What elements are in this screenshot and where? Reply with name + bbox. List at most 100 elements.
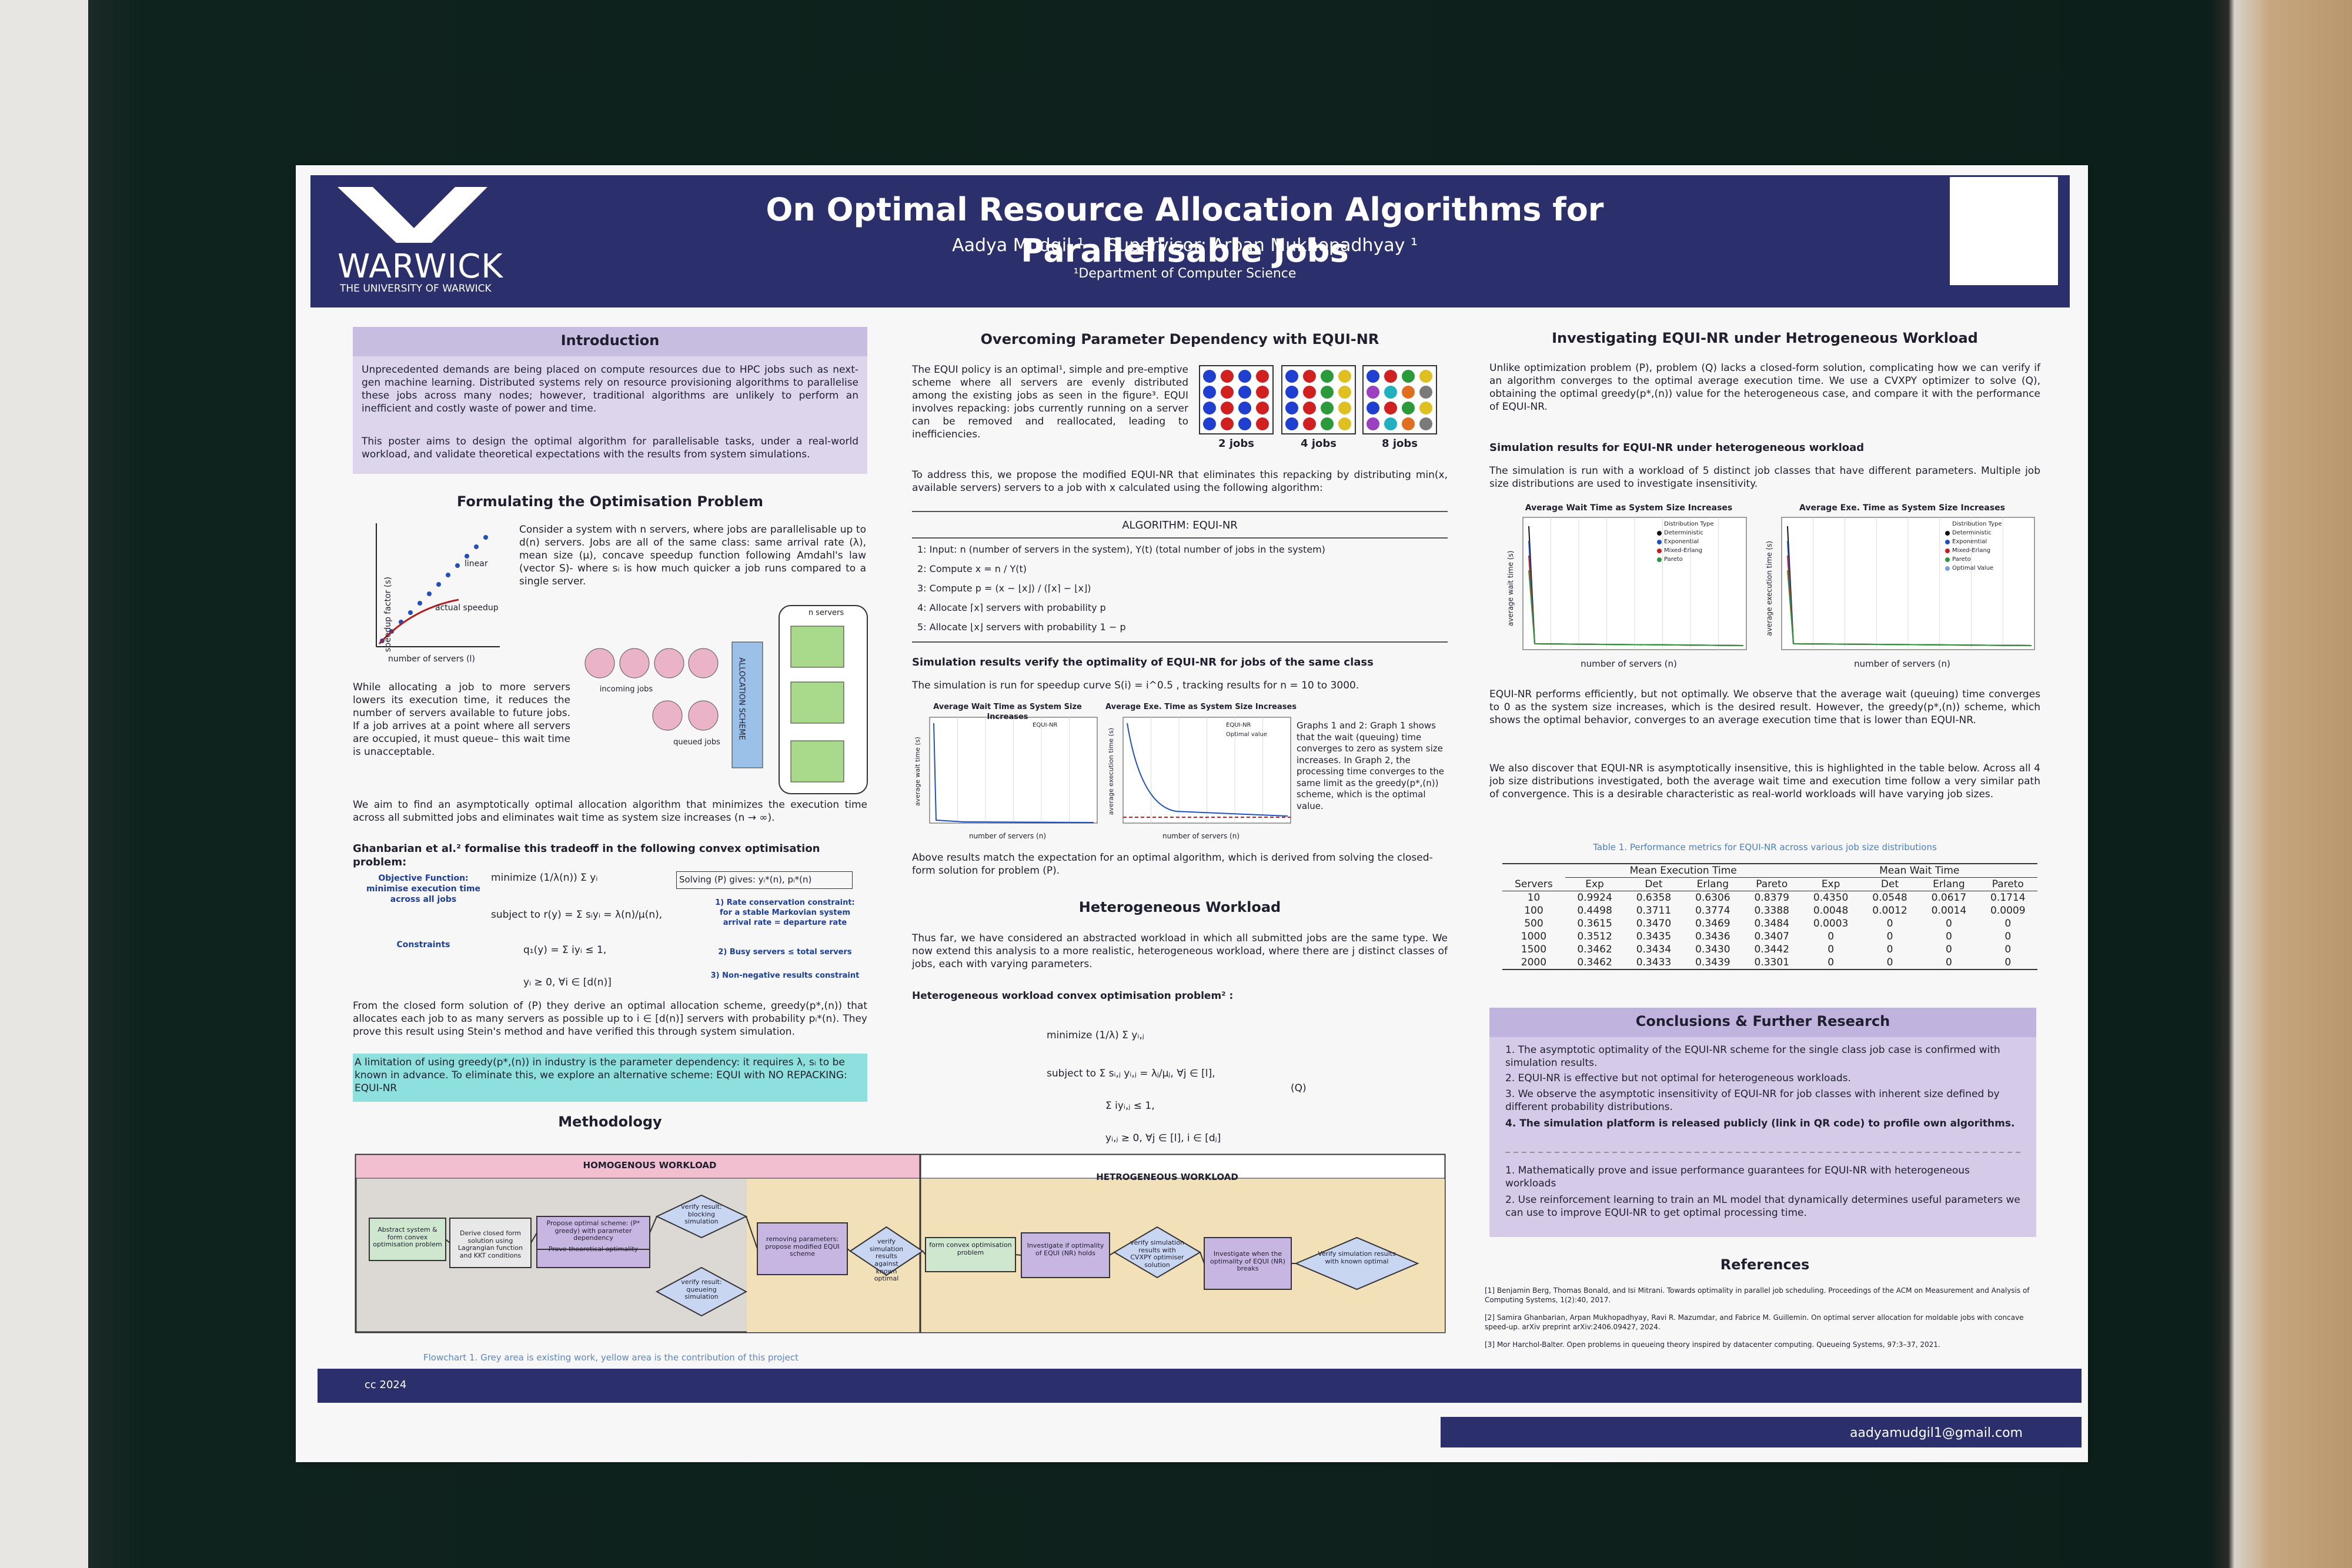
- legend-title: Distribution Type: [1952, 521, 2002, 527]
- server-dot: [1221, 386, 1234, 399]
- algorithm-step: 3: Compute p = (x − ⌊x⌋) / (⌈x⌉ − ⌊x⌋): [917, 583, 1091, 594]
- flow-arrow: [746, 1216, 758, 1249]
- table-cell: Erlang: [1919, 877, 1979, 891]
- table-cell: Servers: [1502, 877, 1565, 891]
- server-dot: [1367, 386, 1379, 399]
- reference: [1] Benjamin Berg, Thomas Bonald, and Is…: [1485, 1286, 2030, 1304]
- table-cell: 0.3711: [1636, 905, 1672, 917]
- equation: (Q): [1291, 1082, 1307, 1094]
- equation: yᵢ ≥ 0, ∀i ∈ [d(n)]: [523, 977, 612, 988]
- legend-entry: Mixed-Erlang: [1664, 547, 1703, 554]
- legend-swatch: [1945, 531, 1950, 536]
- qr-code: [1950, 177, 2058, 285]
- linear-dot: [417, 601, 422, 606]
- linear-dot: [408, 610, 413, 615]
- equation: minimize (1/λ(n)) Σ yᵢ: [491, 872, 598, 884]
- flow-header: [920, 1154, 1445, 1179]
- table-cell: 1500: [1521, 944, 1547, 955]
- table-cell: 0.3774: [1695, 905, 1730, 917]
- graph-label: actual speedup: [435, 603, 499, 613]
- flow-arrow: [445, 1239, 450, 1243]
- server: [790, 681, 844, 724]
- section-heading: References: [1720, 1256, 1810, 1273]
- server-dot: [1338, 402, 1351, 414]
- server-dot: [1303, 402, 1316, 414]
- table-cell: 2000: [1521, 957, 1547, 968]
- chart-title: Average Exe. Time as System Size Increas…: [1799, 503, 2005, 513]
- table-cell: 0: [2004, 957, 2012, 968]
- table-cell: 0.3469: [1695, 918, 1730, 930]
- curve: [1787, 570, 2032, 646]
- flow-arrow: [922, 1251, 926, 1255]
- table-cell: 0.3301: [1754, 957, 1789, 968]
- graph-label: speedup factor (s): [383, 576, 393, 653]
- server-dot: [1221, 417, 1234, 430]
- subheading: Heterogeneous workload convex optimisati…: [912, 990, 1234, 1002]
- figure-label: 4 jobs: [1301, 437, 1337, 450]
- paragraph: The simulation is run for speedup curve …: [912, 680, 1359, 691]
- logo-subtitle: THE UNIVERSITY OF WARWICK: [340, 283, 492, 295]
- server-dot: [1402, 402, 1415, 414]
- job: [652, 700, 683, 731]
- flow-header: [355, 1154, 921, 1179]
- graph-label: linear: [465, 559, 488, 569]
- table-cell: 0.3484: [1754, 918, 1789, 930]
- legend-swatch: [1945, 549, 1950, 553]
- list-item: 2. EQUI-NR is effective but not optimal …: [1505, 1072, 1851, 1084]
- server-dot: [1256, 386, 1269, 399]
- table-cell: 0.0048: [1813, 905, 1849, 917]
- server-dot: [1203, 402, 1216, 414]
- equation-label: Objective Function: minimise execution t…: [366, 874, 481, 905]
- linear-dot: [483, 535, 488, 540]
- paragraph: Consider a system with n servers, where …: [519, 524, 866, 588]
- section-heading: Overcoming Parameter Dependency with EQU…: [980, 331, 1379, 347]
- job: [654, 648, 684, 678]
- linear-dot: [436, 582, 441, 587]
- table-cell: Pareto: [1742, 877, 1802, 891]
- chart-title: Average Exe. Time as System Size Increas…: [1105, 703, 1297, 711]
- table-row: Servers Exp Det Erlang Pareto Exp Det Erlang Par…: [1502, 877, 2037, 891]
- server: [790, 740, 844, 783]
- equation: minimize (1/λ) Σ yᵢ,ⱼ: [1047, 1029, 1144, 1041]
- equation-note: 2) Busy servers ≤ total servers: [718, 948, 852, 957]
- flow-node-label: verify result: blocking simulation: [681, 1203, 722, 1226]
- figure-label: 8 jobs: [1382, 437, 1418, 450]
- table-cell: 0: [1945, 931, 1952, 942]
- server-dot: [1419, 402, 1432, 414]
- diagram-label: ALLOCATION SCHEME: [737, 657, 746, 740]
- list-item: 4. The simulation platform is released p…: [1505, 1118, 2015, 1129]
- flow-arrow: [847, 1248, 851, 1252]
- server-dot: [1238, 402, 1251, 414]
- table-cell: 0.3433: [1636, 957, 1672, 968]
- flow-arrow: [1109, 1252, 1115, 1256]
- table-cell: 0.3439: [1695, 957, 1730, 968]
- server-dot: [1203, 386, 1216, 399]
- highlight-box: [353, 1054, 867, 1102]
- table-cell: 0.0012: [1872, 905, 1907, 917]
- list-item: 1. Mathematically prove and issue perfor…: [1505, 1165, 1970, 1190]
- diagram-label: n servers: [808, 609, 844, 617]
- paragraph: We also discover that EQUI-NR is asympto…: [1489, 763, 2040, 801]
- table-cell: 0: [1886, 918, 1893, 930]
- paragraph: EQUI-NR performs efficiently, but not op…: [1489, 688, 2040, 727]
- server-dot: [1285, 386, 1298, 399]
- equation: Σ iyᵢ,ⱼ ≤ 1,: [1105, 1100, 1155, 1112]
- legend-entry: Mixed-Erlang: [1952, 547, 1991, 554]
- table-cell: 0: [1886, 931, 1893, 942]
- table-cell: 0: [1945, 944, 1952, 955]
- legend-entry: Optimal value: [1226, 731, 1268, 738]
- table-row: 100 0.4498 0.3711 0.3774 0.3388 0.0048 0.0012 0…: [1502, 904, 2037, 917]
- table-cell: 0.4498: [1577, 905, 1612, 917]
- flow-decision: [655, 1266, 748, 1317]
- table-cell: 10: [1527, 892, 1541, 904]
- table-cell: 0.3512: [1577, 931, 1612, 942]
- table-cell: 0: [2004, 918, 2012, 930]
- paragraph: This poster aims to design the optimal a…: [362, 436, 858, 461]
- server-dot: [1338, 386, 1351, 399]
- table-cell: Det: [1860, 877, 1920, 891]
- table-cell: 0.0009: [1990, 905, 2026, 917]
- table-cell: 0.3462: [1577, 957, 1612, 968]
- axis-label: average wait time (s): [913, 737, 921, 807]
- equation-note: 3) Non-negative results constraint: [710, 971, 860, 980]
- algorithm-step: 5: Allocate ⌊x⌋ servers with probability…: [917, 621, 1126, 633]
